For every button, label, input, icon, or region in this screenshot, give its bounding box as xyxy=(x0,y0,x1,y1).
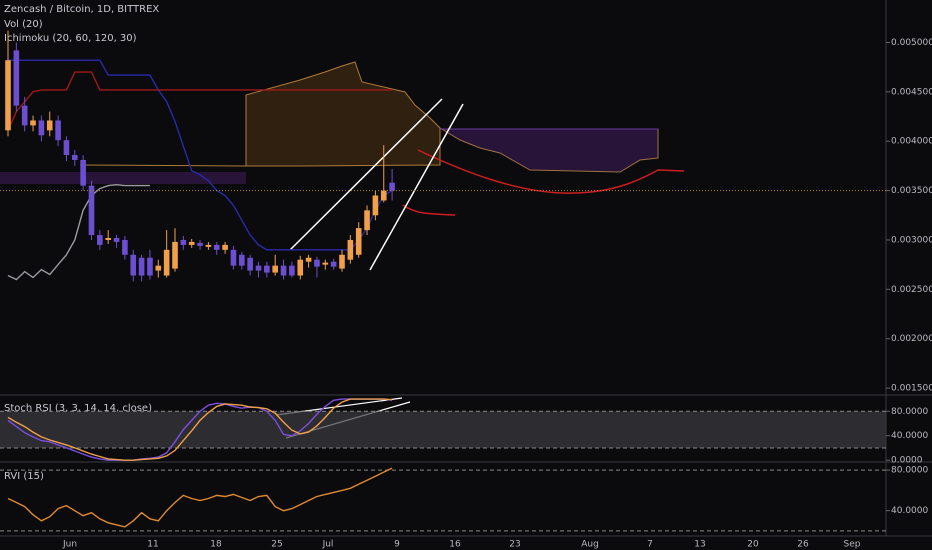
x-tick-label: Sep xyxy=(844,540,861,550)
x-tick-label: Jun xyxy=(62,540,77,550)
candle-body xyxy=(322,262,329,265)
pane: 80.0000 40.0000 0.0000 xyxy=(0,398,928,466)
x-tick-label: 13 xyxy=(694,540,705,550)
candle-body xyxy=(213,244,220,250)
candle-body xyxy=(30,120,36,126)
x-tick-label: 11 xyxy=(147,540,158,550)
x-tick-label: 9 xyxy=(394,540,400,550)
ichimoku-cloud xyxy=(245,61,441,167)
x-tick-label: 20 xyxy=(747,540,759,550)
candle-body xyxy=(314,259,320,267)
y-tick-label: 80.0000 xyxy=(891,407,928,417)
x-tick-label: Aug xyxy=(581,540,599,550)
indicator-label: Ichimoku (20, 60, 120, 30) xyxy=(4,33,137,44)
series-line xyxy=(8,59,393,251)
ichimoku-cloud xyxy=(439,127,659,173)
candle-body xyxy=(372,195,379,216)
x-tick-label: 16 xyxy=(449,540,461,550)
candle-body xyxy=(289,265,295,276)
candle-body xyxy=(5,60,11,131)
candle-body xyxy=(330,261,337,267)
series-line xyxy=(7,183,150,281)
candle-body xyxy=(180,239,187,245)
candle-body xyxy=(46,120,53,131)
candle-body xyxy=(264,265,270,273)
x-tick-label: 18 xyxy=(210,540,222,550)
candle-body xyxy=(72,155,78,160)
candle-body xyxy=(239,254,245,266)
band xyxy=(0,411,886,448)
x-tick-label: 23 xyxy=(509,540,520,550)
y-tick-label: 40.0000 xyxy=(891,506,928,516)
indicator-label: Vol (20) xyxy=(4,19,43,30)
candle-body xyxy=(147,257,153,276)
y-tick-label: 0.00150000 xyxy=(891,384,932,394)
candle-body xyxy=(155,265,162,271)
candle-body xyxy=(255,265,262,271)
pane: 80.0000 40.0000 xyxy=(0,466,928,532)
candle-body xyxy=(188,241,195,245)
indicator-label: RVI (15) xyxy=(4,471,44,482)
series-line xyxy=(7,467,393,528)
candle-body xyxy=(347,239,354,260)
candle-body xyxy=(389,182,395,191)
candle-body xyxy=(113,237,120,242)
pane: 0.00500000 0.00450000 0.00400000 0.00350000… xyxy=(0,30,932,394)
candle-body xyxy=(105,237,111,240)
candle-body xyxy=(21,105,28,126)
candle-body xyxy=(130,254,137,276)
candle-body xyxy=(305,257,312,262)
cloud-shade xyxy=(0,172,246,184)
x-tick-label: 7 xyxy=(647,540,653,550)
candle-body xyxy=(205,244,212,247)
y-tick-label: 0.00250000 xyxy=(891,285,932,295)
candle-body xyxy=(88,185,95,236)
candle-body xyxy=(163,249,170,276)
chart-title: Zencash / Bitcoin, 1D, BITTREX xyxy=(4,4,159,15)
ichimoku-forward xyxy=(79,164,247,167)
candle-body xyxy=(63,140,70,156)
candle-body xyxy=(138,257,145,276)
candle-body xyxy=(280,265,287,276)
y-tick-label: 40.0000 xyxy=(891,431,928,441)
y-tick-label: 0.00400000 xyxy=(891,137,932,147)
candle-body xyxy=(13,50,20,106)
y-tick-label: 0.0000 xyxy=(891,456,923,466)
candle-body xyxy=(197,242,203,246)
candle-body xyxy=(222,244,228,250)
series-line xyxy=(7,398,393,461)
trendline xyxy=(289,98,443,251)
indicator-label: Stoch RSI (3, 3, 14, 14, close) xyxy=(4,403,152,414)
candle-body xyxy=(380,190,387,201)
x-tick-label: 26 xyxy=(797,540,809,550)
y-tick-label: 0.00200000 xyxy=(891,334,932,344)
trendline xyxy=(369,103,464,271)
series-line xyxy=(7,71,393,131)
candle-body xyxy=(230,249,237,266)
candle-body xyxy=(364,210,370,231)
candle-body xyxy=(80,159,86,186)
candle-body xyxy=(55,120,61,141)
candle-body xyxy=(38,120,45,136)
x-tick-label: Jul xyxy=(322,540,334,550)
x-tick-label: 25 xyxy=(271,540,282,550)
ichimoku-forward xyxy=(402,204,456,216)
y-tick-label: 0.00350000 xyxy=(891,186,932,196)
candle-body xyxy=(97,235,103,245)
candle-body xyxy=(339,254,345,269)
candle-body xyxy=(297,259,304,276)
candle-body xyxy=(247,257,253,271)
ichimoku-forward xyxy=(417,149,685,194)
candle-body xyxy=(272,265,278,273)
y-tick-label: 0.00500000 xyxy=(891,38,932,48)
series-line xyxy=(7,398,393,461)
candle-body xyxy=(122,239,128,255)
y-tick-label: 0.00450000 xyxy=(891,87,932,97)
y-tick-label: 80.0000 xyxy=(891,466,928,476)
candle-body xyxy=(172,241,178,269)
y-tick-label: 0.00300000 xyxy=(891,235,932,245)
candle-body xyxy=(355,228,362,255)
